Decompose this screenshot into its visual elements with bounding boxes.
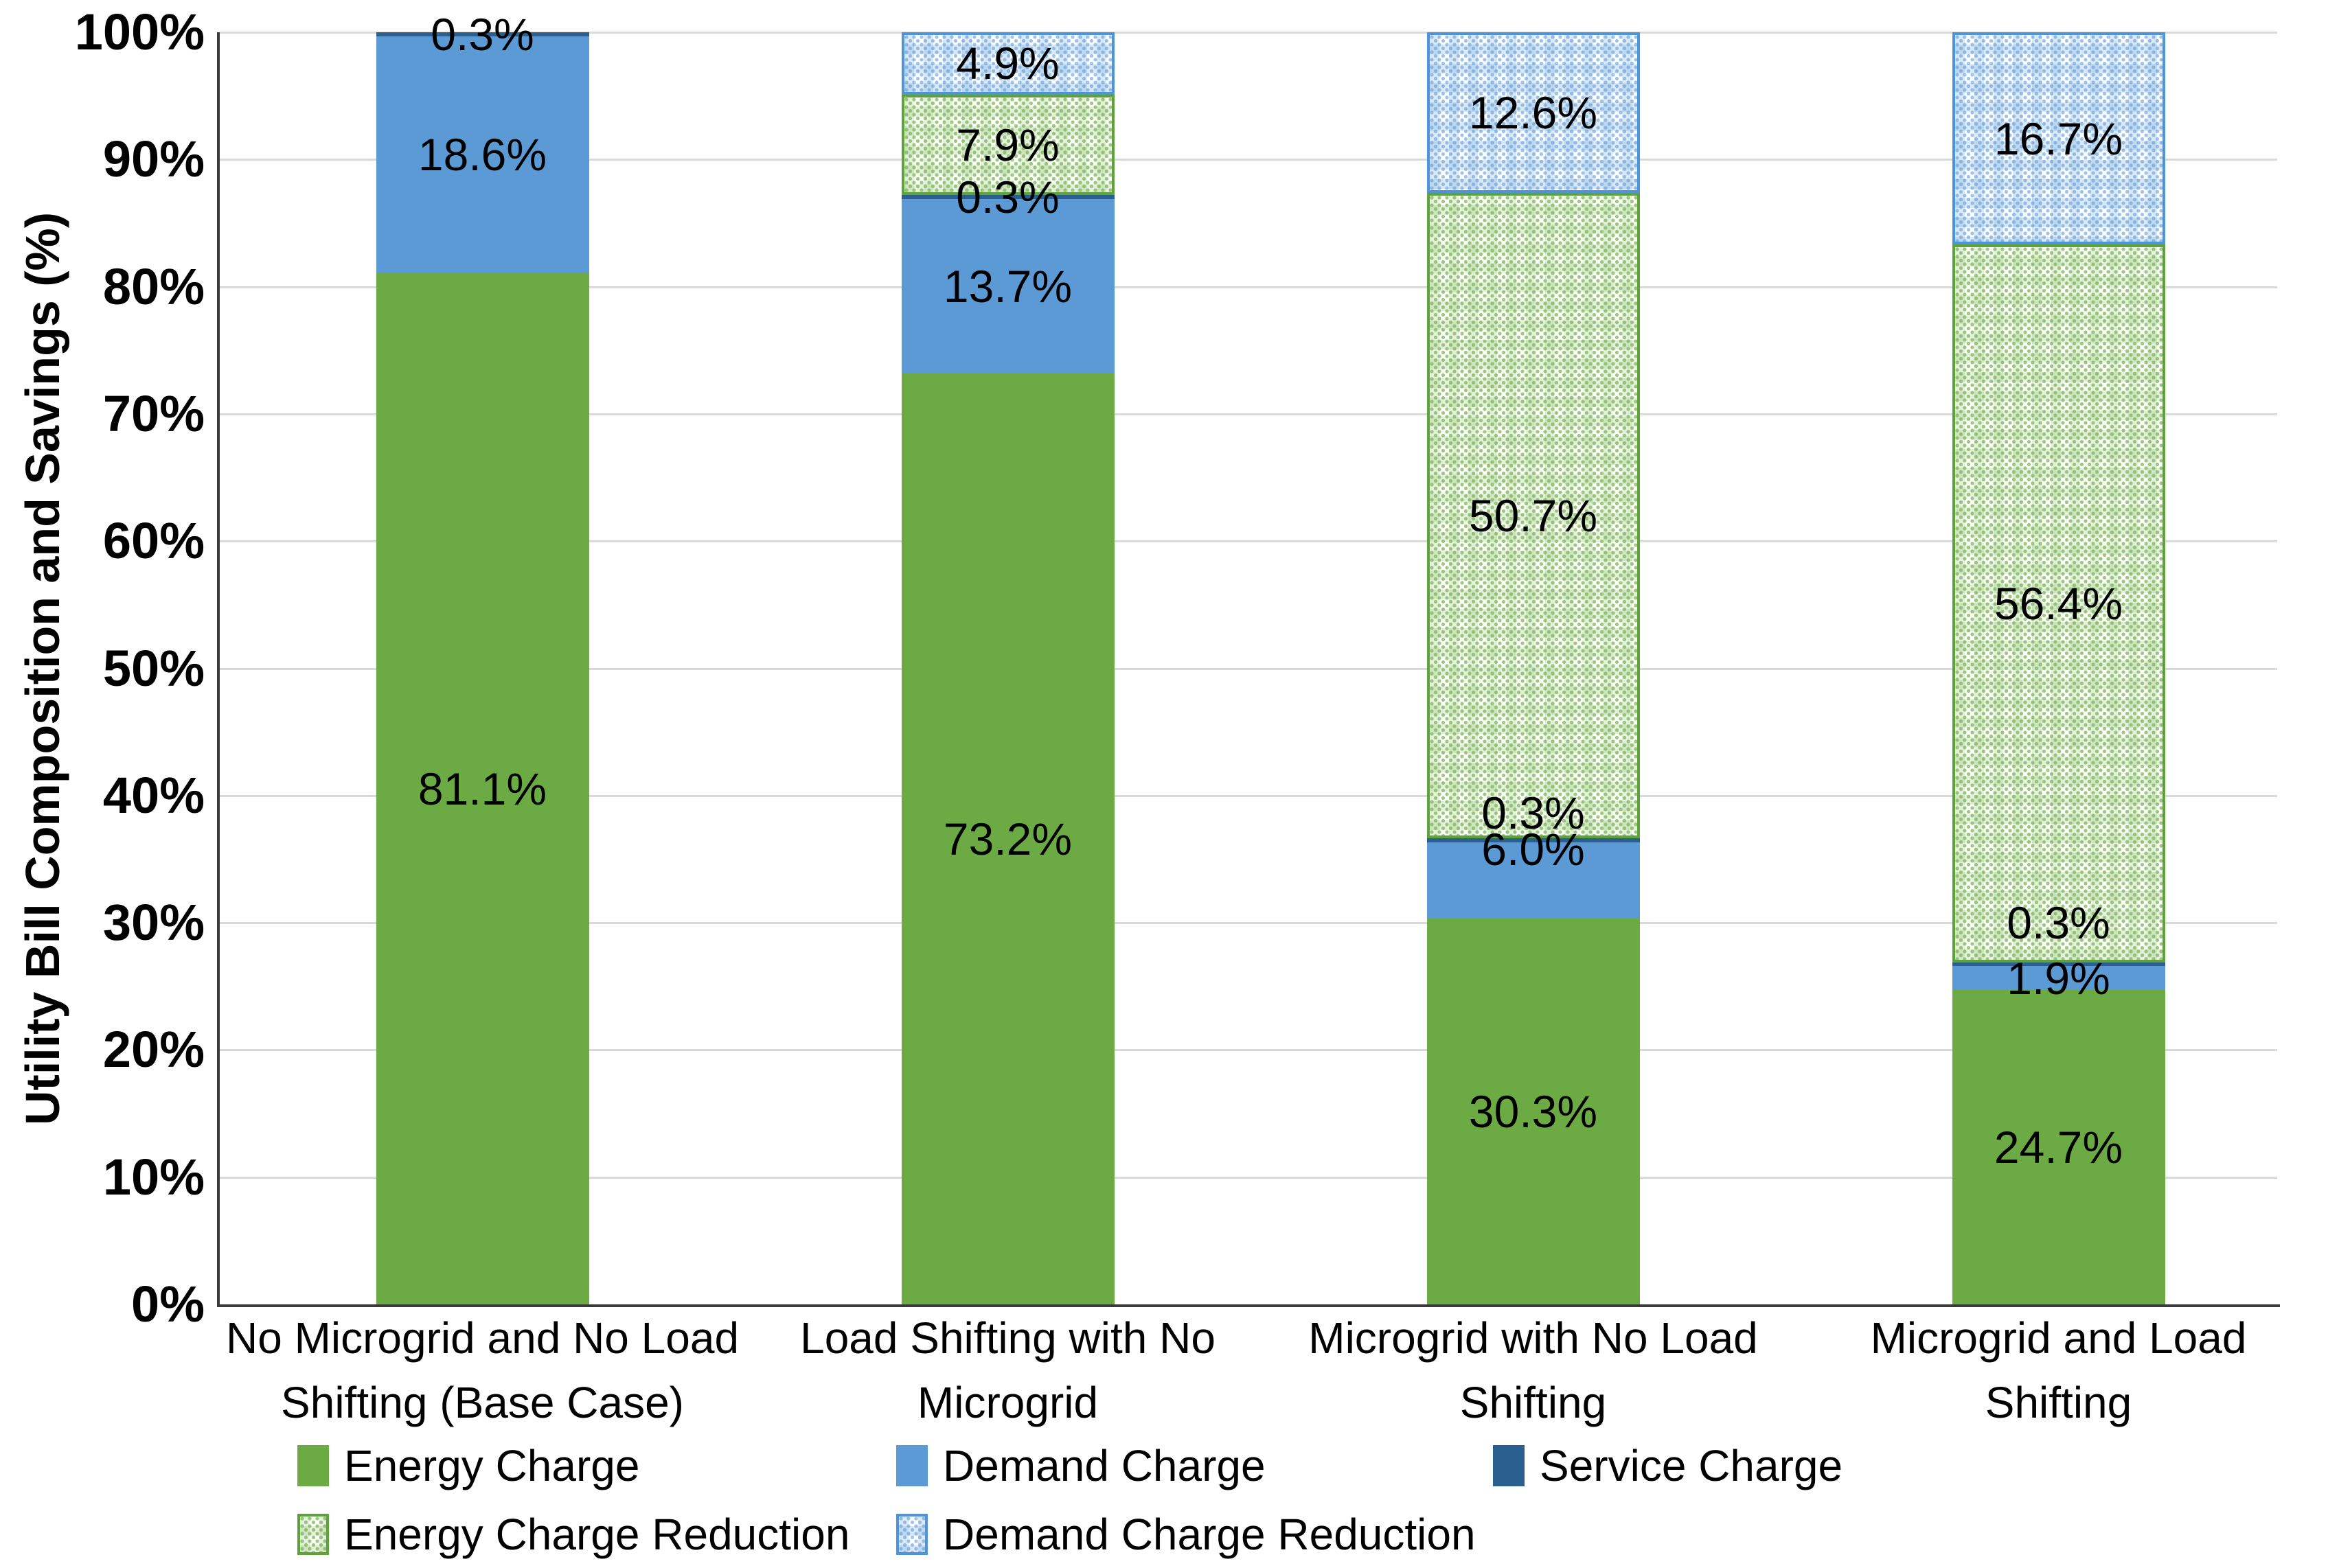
category-label-4: Microgrid and Load Shifting <box>1870 1313 2247 1427</box>
data-label-demand-charge-bar3: 6.0% <box>1481 824 1585 875</box>
bar-segment-service-charge-bar4 <box>1952 962 2165 967</box>
gridline-20% <box>220 1049 2277 1052</box>
y-tick-label-80: 80% <box>102 257 205 315</box>
plot-area: 81.1% 18.6% 0.3% 73.2% 13.7% 0.3% 7.9% 4.9% 30.3… <box>217 9 2321 1307</box>
y-tick-label-20: 20% <box>102 1021 205 1079</box>
bar-segment-demand-charge-bar4 <box>1952 966 2165 991</box>
bar-segment-demand-charge-reduction-bar2 <box>901 32 1115 95</box>
data-label-energy-charge-reduction-bar4: 56.4% <box>1994 577 2123 629</box>
bar-segment-energy-charge-bar4 <box>1952 990 2165 1304</box>
bar-segment-energy-charge-bar1 <box>376 273 589 1304</box>
legend-item-energy-charge: Energy Charge <box>297 1441 640 1490</box>
gridline-80% <box>220 286 2277 288</box>
gridline-60% <box>220 540 2277 543</box>
y-tick-label-30: 30% <box>102 894 205 952</box>
gridline-10% <box>220 1176 2277 1179</box>
gridline-40% <box>220 794 2277 797</box>
data-label-energy-charge-bar1: 81.1% <box>418 763 547 814</box>
data-label-demand-charge-bar1: 18.6% <box>418 128 547 180</box>
data-label-energy-charge-bar2: 73.2% <box>943 813 1073 864</box>
data-label-energy-charge-bar4: 24.7% <box>1994 1122 2123 1173</box>
data-label-demand-charge-reduction-bar3: 12.6% <box>1468 87 1598 138</box>
gridline-50% <box>220 667 2277 670</box>
x-axis-line <box>217 1304 2280 1307</box>
legend-swatch-energy-charge <box>297 1445 329 1486</box>
y-tick-label-0: 0% <box>131 1276 205 1333</box>
legend-item-energy-charge-reduction: Energy Charge Reduction <box>297 1510 850 1559</box>
y-tick-label-100: 100% <box>74 3 205 60</box>
legend-label-service-charge: Service Charge <box>1540 1441 1843 1490</box>
data-label-service-charge-bar1: 0.3% <box>431 8 534 60</box>
legend-swatch-service-charge <box>1493 1445 1525 1486</box>
legend-item-demand-charge-reduction: Demand Charge Reduction <box>896 1510 1476 1559</box>
gridline-30% <box>220 922 2277 925</box>
bar-segment-energy-charge-bar3 <box>1426 918 1640 1304</box>
data-label-demand-charge-bar2: 13.7% <box>943 260 1073 312</box>
legend-item-service-charge: Service Charge <box>1493 1441 1843 1490</box>
legend-label-demand-charge: Demand Charge <box>943 1441 1266 1490</box>
bar-segment-service-charge-bar3 <box>1426 838 1640 842</box>
gridline-90% <box>220 159 2277 161</box>
legend-label-energy-charge-reduction: Energy Charge Reduction <box>344 1510 850 1559</box>
legend-label-demand-charge-reduction: Demand Charge Reduction <box>943 1510 1476 1559</box>
legend-label-energy-charge: Energy Charge <box>344 1441 640 1490</box>
y-tick-label-90: 90% <box>102 130 205 188</box>
data-label-service-charge-bar3: 0.3% <box>1481 787 1585 838</box>
data-label-energy-charge-reduction-bar3: 50.7% <box>1468 489 1598 541</box>
legend-swatch-energy-charge-reduction <box>297 1514 329 1555</box>
data-label-demand-charge-reduction-bar4: 16.7% <box>1994 113 2123 164</box>
bar-segment-demand-charge-bar1 <box>376 36 589 273</box>
bar-segment-demand-charge-reduction-bar4 <box>1952 32 2165 245</box>
bar-segment-demand-charge-reduction-bar3 <box>1426 32 1640 193</box>
data-label-service-charge-bar2: 0.3% <box>956 171 1060 222</box>
y-axis-line <box>217 32 220 1307</box>
category-label-1: No Microgrid and No Load Shifting (Base C… <box>225 1313 740 1427</box>
data-label-energy-charge-bar3: 30.3% <box>1468 1085 1598 1137</box>
data-label-service-charge-bar4: 0.3% <box>2007 897 2110 949</box>
bar-segment-energy-charge-reduction-bar3 <box>1426 192 1640 839</box>
bar-segment-demand-charge-bar3 <box>1426 842 1640 919</box>
y-tick-label-40: 40% <box>102 766 205 824</box>
data-label-demand-charge-bar4: 1.9% <box>2007 952 2110 1004</box>
data-label-demand-charge-reduction-bar2: 4.9% <box>956 38 1060 89</box>
bar-segment-energy-charge-bar2 <box>901 373 1115 1304</box>
bar-segment-energy-charge-reduction-bar2 <box>901 94 1115 196</box>
legend-item-demand-charge: Demand Charge <box>896 1441 1266 1490</box>
gridline-70% <box>220 413 2277 415</box>
y-tick-label-50: 50% <box>102 639 205 697</box>
category-label-3: Microgrid with No Load Shifting <box>1308 1313 1758 1427</box>
bar-segment-service-charge-bar1 <box>376 32 589 36</box>
gridline-100% <box>220 32 2277 34</box>
bar-segment-demand-charge-bar2 <box>901 198 1115 373</box>
bar-segment-energy-charge-reduction-bar4 <box>1952 244 2165 962</box>
y-tick-label-70: 70% <box>102 384 205 442</box>
y-tick-label-60: 60% <box>102 512 205 570</box>
legend-swatch-demand-charge <box>896 1445 928 1486</box>
data-label-energy-charge-reduction-bar2: 7.9% <box>956 119 1060 170</box>
legend-swatch-demand-charge-reduction <box>896 1514 928 1555</box>
y-tick-label-10: 10% <box>102 1148 205 1206</box>
category-label-2: Load Shifting with No Microgrid <box>800 1313 1216 1427</box>
bar-segment-service-charge-bar2 <box>901 195 1115 199</box>
